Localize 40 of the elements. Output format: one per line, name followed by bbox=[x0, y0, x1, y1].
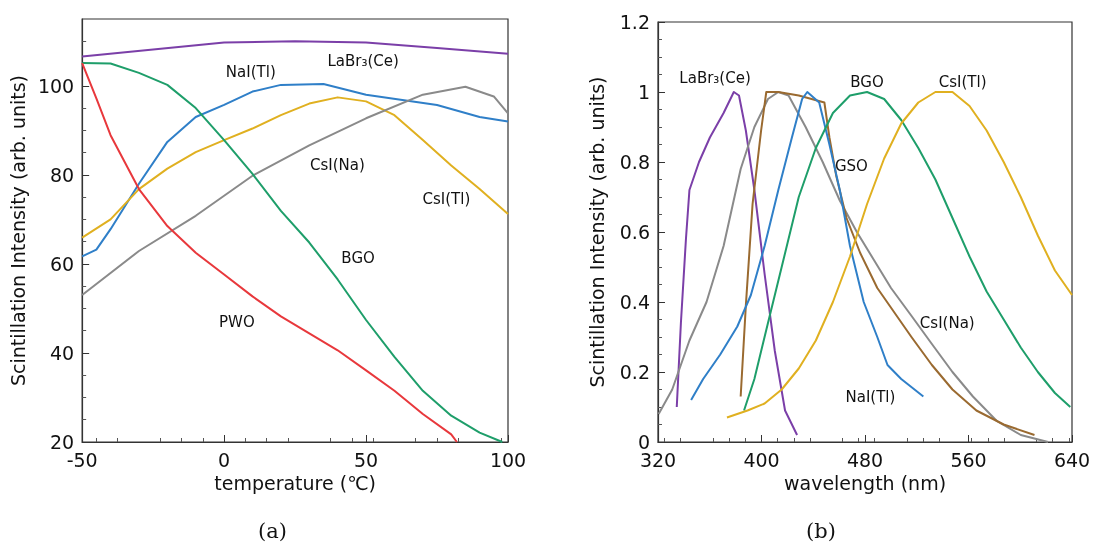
y-tick-label: 60 bbox=[49, 252, 75, 275]
series-label: NaI(Tl) bbox=[225, 62, 276, 81]
x-tick-label: 0 bbox=[218, 448, 231, 471]
line-series bbox=[739, 91, 1036, 436]
text: (a) bbox=[258, 518, 287, 543]
series-label: NaI(Tl) bbox=[845, 387, 896, 406]
y-tick-label: 0.8 bbox=[619, 151, 650, 173]
text: (b) bbox=[806, 518, 836, 543]
x-axis-title: temperature (℃) bbox=[214, 472, 376, 495]
series-label: CsI(Na) bbox=[919, 314, 975, 332]
line-series bbox=[675, 91, 799, 436]
y-tick-label: 0.6 bbox=[619, 221, 650, 243]
y-tick-label: 40 bbox=[49, 341, 75, 364]
x-tick-label: 560 bbox=[950, 448, 987, 471]
line-series bbox=[81, 96, 509, 239]
y-axis-title: Scintillation Intensity (arb. units) bbox=[585, 76, 608, 388]
y-axis-title: Scintillation Intensity (arb. units) bbox=[6, 74, 29, 387]
y-tick-label: 1 bbox=[637, 81, 650, 103]
series-label: BGO bbox=[850, 72, 884, 91]
series-label: PWO bbox=[219, 312, 255, 331]
series-label: LaBr₃(Ce) bbox=[327, 52, 399, 71]
series-label: LaBr₃(Ce) bbox=[679, 69, 751, 87]
line-series bbox=[657, 91, 1050, 443]
y-tick-label: 100 bbox=[37, 74, 75, 97]
series-label: CsI(Tl) bbox=[938, 72, 987, 91]
y-tick-label: 80 bbox=[49, 163, 75, 186]
x-tick-label: 400 bbox=[743, 448, 780, 471]
series-label: CsI(Na) bbox=[309, 156, 365, 175]
series-label: GSO bbox=[834, 156, 868, 175]
line-series bbox=[81, 85, 509, 297]
x-axis-title: wavelength (nm) bbox=[783, 472, 947, 495]
x-tick-label: 640 bbox=[1053, 448, 1091, 471]
y-tick-label: 0.4 bbox=[619, 291, 650, 313]
y-tick-label: 1.2 bbox=[619, 11, 650, 33]
series-label: BGO bbox=[341, 248, 375, 267]
x-tick-label: 50 bbox=[353, 448, 379, 471]
series-label: CsI(Tl) bbox=[422, 189, 471, 208]
y-tick-label: 0.2 bbox=[619, 361, 650, 383]
x-tick-label: 480 bbox=[846, 448, 884, 471]
x-tick-label: 100 bbox=[489, 448, 527, 471]
